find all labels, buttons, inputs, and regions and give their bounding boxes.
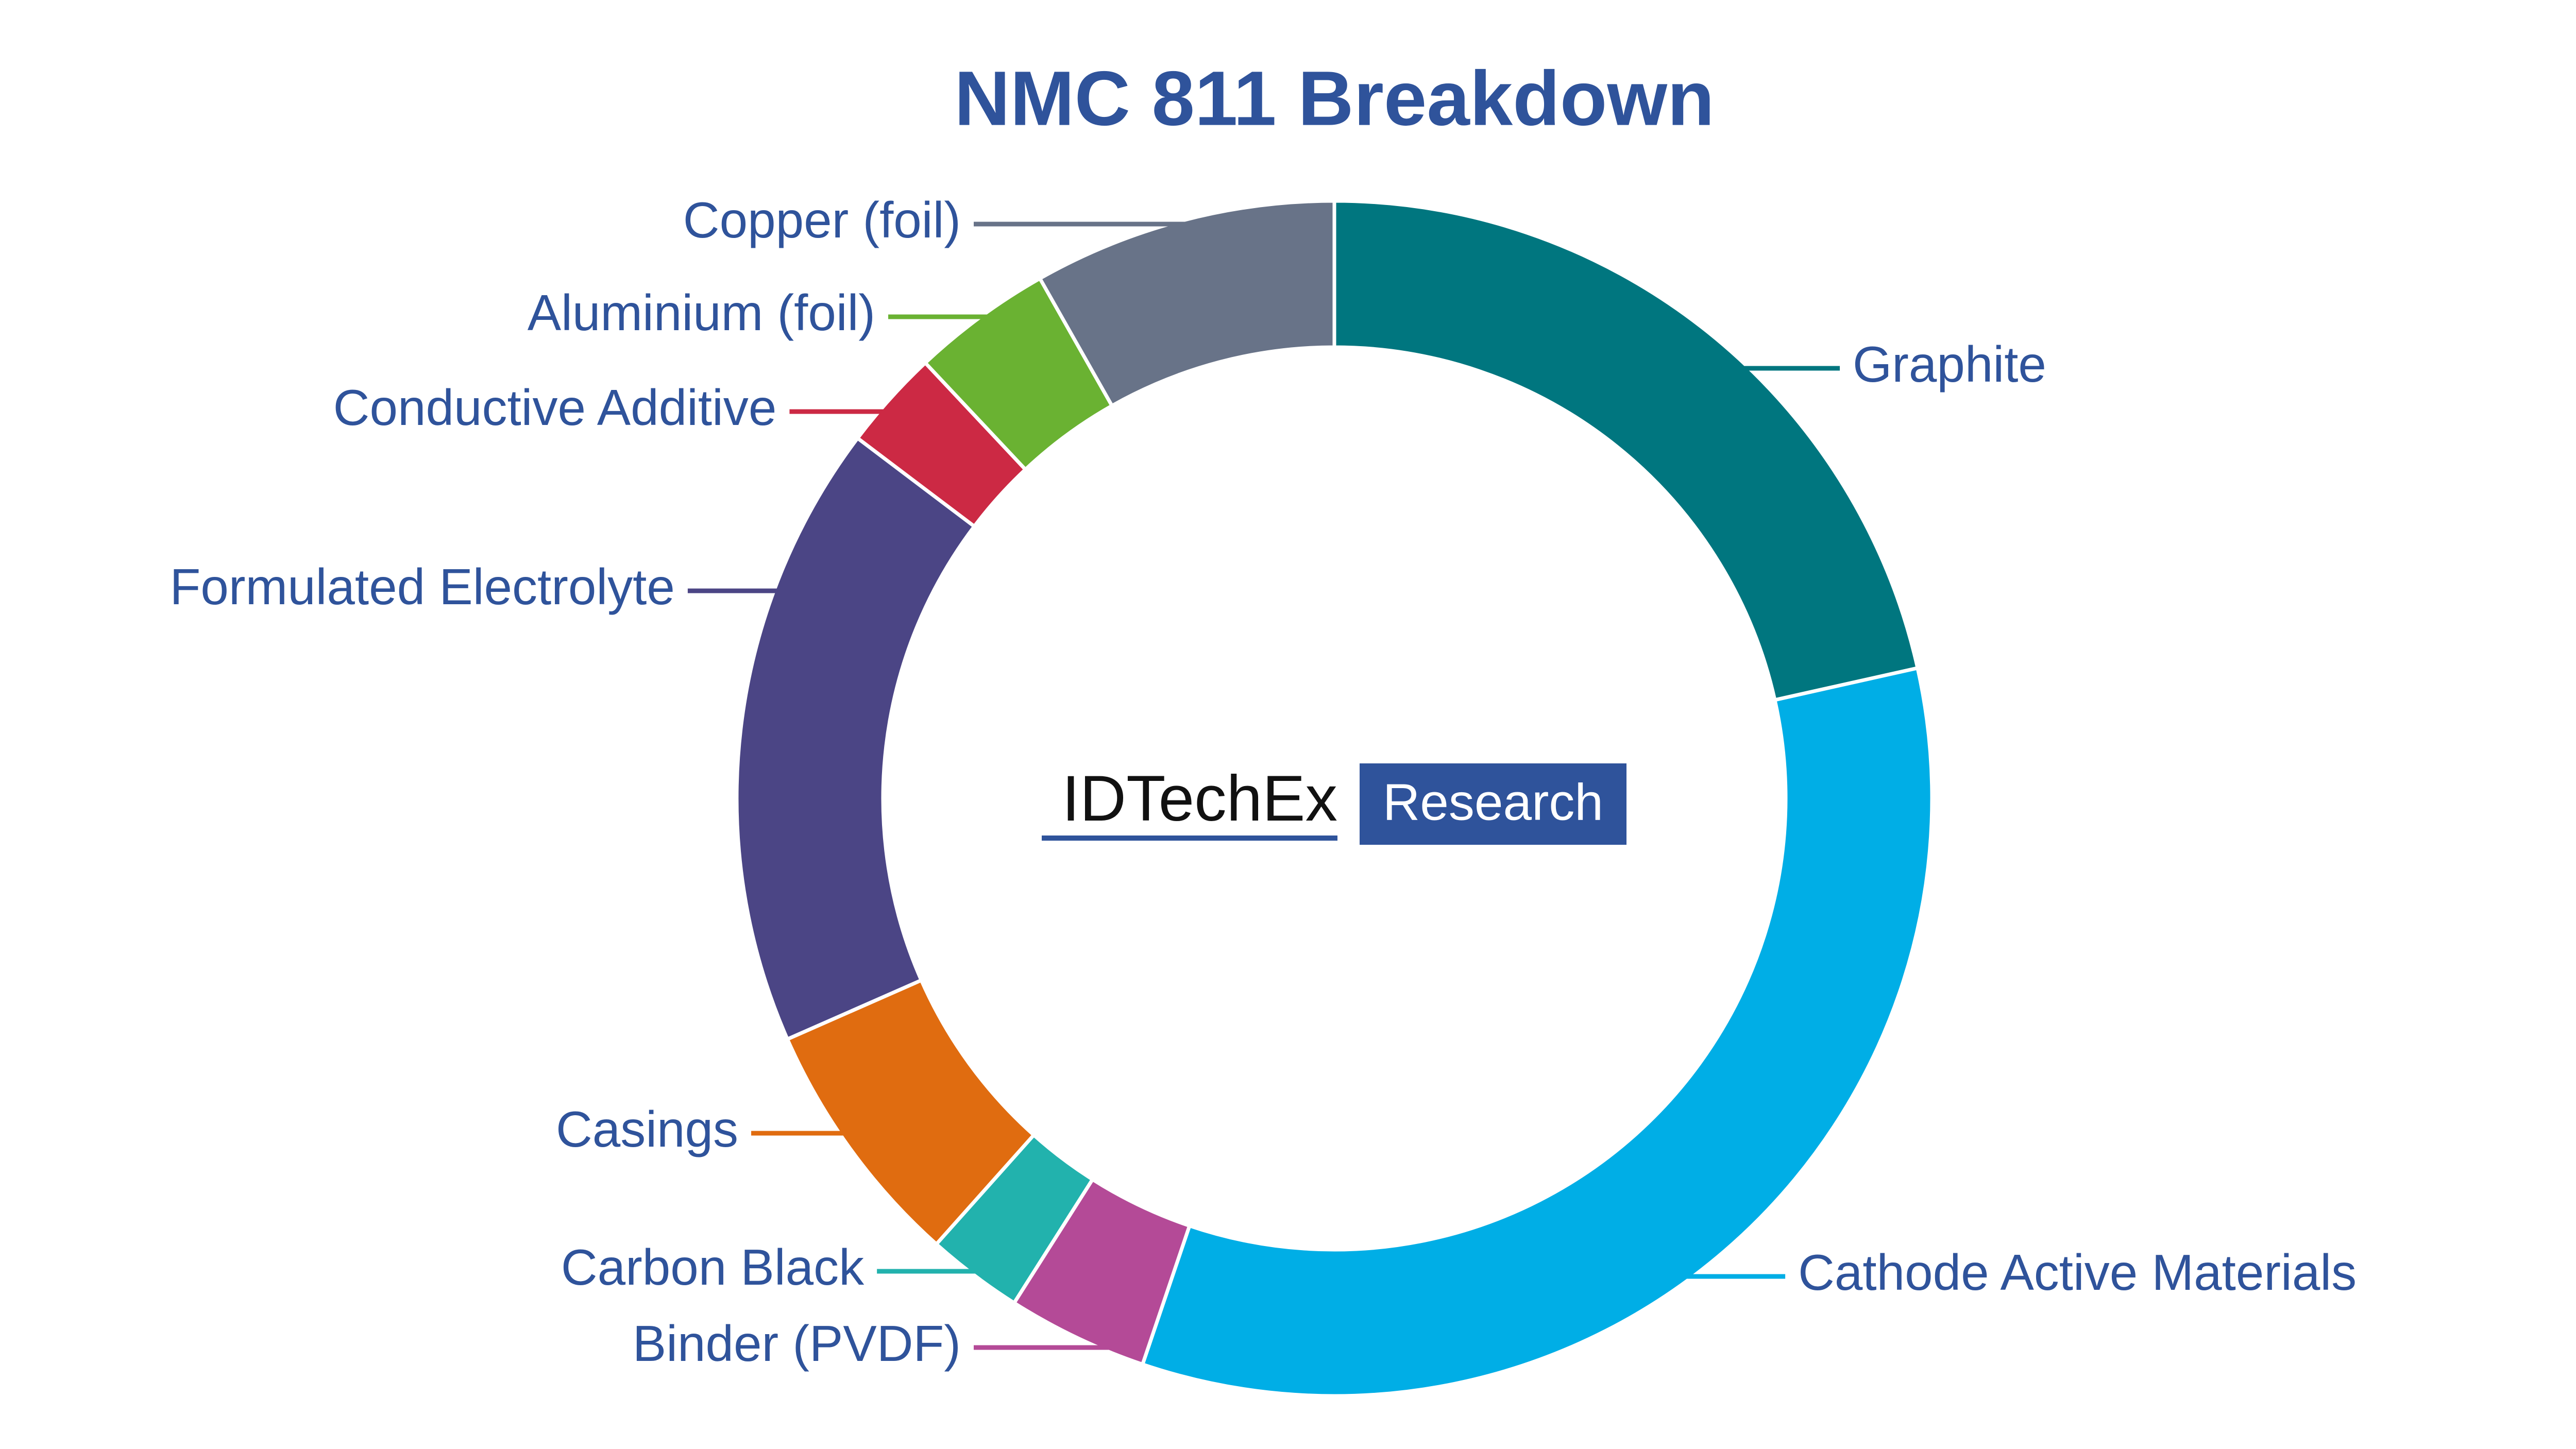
logo-tag: Research	[1383, 773, 1603, 831]
slice-label: Conductive Additive	[333, 379, 777, 436]
slice-label: Cathode Active Materials	[1798, 1244, 2357, 1301]
slice-label: Graphite	[1853, 336, 2046, 393]
logo-box	[1360, 763, 1626, 845]
logo-underline	[1042, 836, 1337, 841]
chart-title: NMC 811 Breakdown	[954, 55, 1714, 142]
donut-slice	[735, 435, 977, 1042]
donut-slice	[1332, 199, 1920, 703]
slice-label: Formulated Electrolyte	[170, 558, 674, 615]
slice-label: Copper (foil)	[683, 192, 961, 248]
donut-slice	[1140, 666, 1934, 1398]
slice-label: Carbon Black	[561, 1239, 865, 1295]
slice-label: Binder (PVDF)	[633, 1315, 961, 1372]
slice-label: Casings	[556, 1101, 738, 1157]
slice-label: Aluminium (foil)	[528, 284, 875, 341]
donut-slice	[1037, 199, 1336, 408]
logo-name: IDTechEx	[1062, 763, 1337, 834]
